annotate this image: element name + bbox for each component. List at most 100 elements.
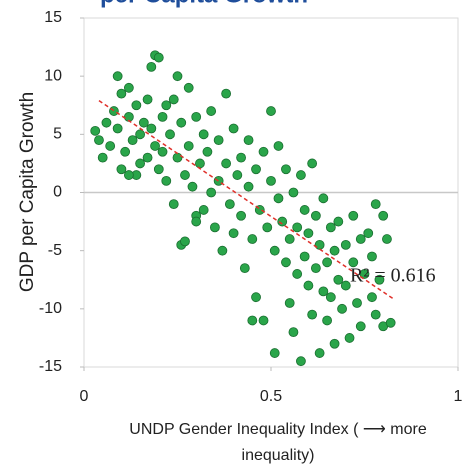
y-tick-label: -10 <box>39 300 62 317</box>
point <box>180 170 190 180</box>
point <box>150 141 160 151</box>
point <box>318 193 329 204</box>
point <box>161 175 172 186</box>
point <box>355 234 366 244</box>
point <box>187 181 198 192</box>
point <box>382 234 392 244</box>
point <box>329 338 340 349</box>
point <box>135 158 146 169</box>
point <box>228 123 239 134</box>
point <box>191 111 202 122</box>
point <box>90 125 101 136</box>
point <box>94 135 104 146</box>
point <box>123 170 134 180</box>
x-tick-label: 0.5 <box>260 388 282 405</box>
point <box>232 170 243 180</box>
point <box>340 239 351 250</box>
point <box>146 61 157 72</box>
point <box>337 303 347 314</box>
point <box>198 205 209 215</box>
point <box>359 269 370 279</box>
point <box>284 234 295 244</box>
point <box>318 286 329 297</box>
point <box>258 315 269 326</box>
point <box>247 315 258 326</box>
point <box>370 309 381 320</box>
point <box>221 88 232 99</box>
y-tick-label: -5 <box>48 242 62 259</box>
x-tick-label: 1 <box>454 388 463 405</box>
point <box>112 123 123 134</box>
point <box>273 141 284 151</box>
point <box>168 199 179 210</box>
point <box>247 234 258 244</box>
point <box>340 280 351 291</box>
point <box>296 170 306 180</box>
y-tick-label: 5 <box>53 126 62 143</box>
point <box>116 88 127 99</box>
point <box>307 309 318 320</box>
point <box>348 210 359 221</box>
point <box>352 298 362 308</box>
point <box>310 263 321 274</box>
point <box>322 315 333 326</box>
point <box>180 236 190 247</box>
point <box>288 187 299 198</box>
point <box>236 210 246 221</box>
point <box>355 321 366 332</box>
point <box>299 205 310 215</box>
point <box>142 152 153 163</box>
point <box>153 164 164 175</box>
point <box>112 71 123 82</box>
point <box>101 117 112 128</box>
y-tick-label: 0 <box>53 184 62 201</box>
point <box>138 117 149 128</box>
point <box>281 164 291 175</box>
point <box>198 129 209 140</box>
x-tick-label: 0 <box>80 388 89 405</box>
point <box>123 82 134 93</box>
point <box>251 292 261 303</box>
point <box>236 152 246 163</box>
y-axis-label: GDP per Capita Growth <box>17 92 38 292</box>
point <box>221 158 232 169</box>
point <box>363 228 374 239</box>
point <box>258 146 269 157</box>
point <box>191 216 202 227</box>
point <box>385 317 396 328</box>
point <box>273 193 284 204</box>
point <box>172 152 183 163</box>
point <box>217 245 228 256</box>
point <box>266 175 276 186</box>
point <box>303 228 314 239</box>
point <box>202 146 213 157</box>
point <box>370 199 381 210</box>
point <box>105 141 116 151</box>
point <box>206 187 217 198</box>
point <box>243 135 254 146</box>
point <box>168 94 179 105</box>
point <box>284 298 295 308</box>
point <box>243 181 254 192</box>
point <box>213 135 224 146</box>
point <box>183 82 194 93</box>
point <box>314 348 325 358</box>
point <box>176 117 187 128</box>
point <box>325 222 336 233</box>
point <box>131 100 142 111</box>
point <box>367 251 377 262</box>
point <box>251 164 261 175</box>
point <box>333 216 344 227</box>
point <box>153 52 164 63</box>
point <box>142 94 153 105</box>
point <box>325 292 336 303</box>
point <box>314 239 325 250</box>
point <box>239 263 250 274</box>
point <box>288 327 299 338</box>
point <box>292 269 303 279</box>
point <box>157 111 168 122</box>
point <box>333 274 344 285</box>
point <box>374 274 385 285</box>
point <box>135 129 146 140</box>
